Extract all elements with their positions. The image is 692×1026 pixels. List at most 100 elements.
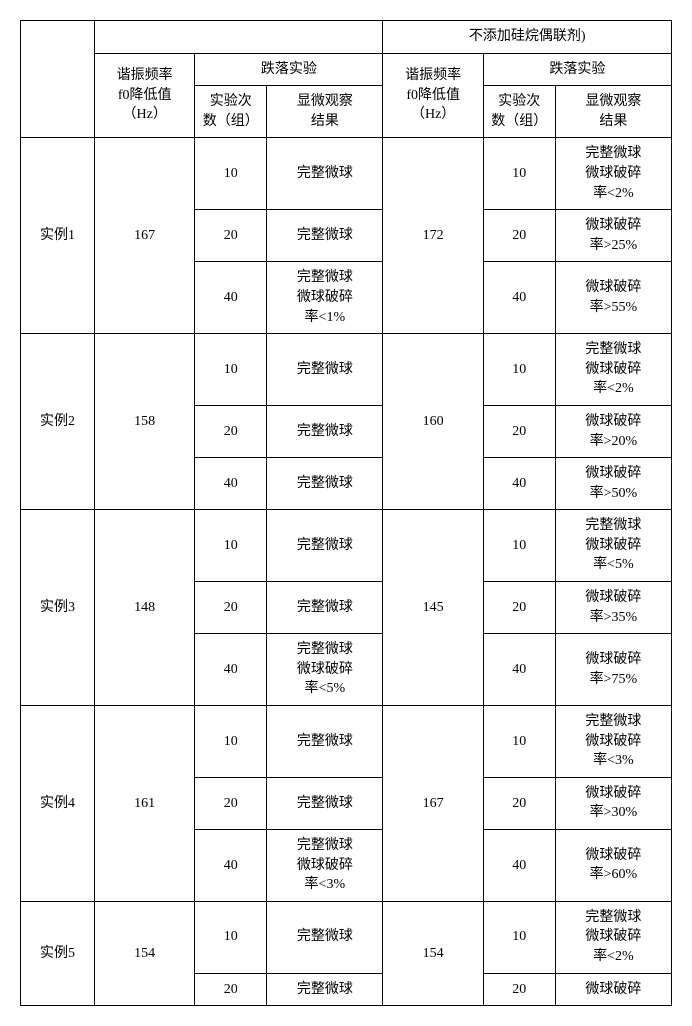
- count-b-value: 10: [483, 138, 555, 210]
- header-freq-a: 谐振频率 f0降低值 （Hz）: [94, 53, 194, 138]
- header-empty: [21, 21, 95, 138]
- header-count-line: 实验次: [498, 94, 540, 109]
- obs-a-value: 完整微球: [267, 777, 383, 829]
- freq-a-value: 148: [94, 510, 194, 706]
- header-group-b-title: 不添加硅烷偶联剂): [383, 21, 672, 54]
- header-freq-b: 谐振频率 f0降低值 （Hz）: [383, 53, 483, 138]
- count-b-value: 10: [483, 510, 555, 582]
- obs-a-value: 完整微球: [267, 510, 383, 582]
- table-row: 实例416110完整微球16710完整微球微球破碎率<3%: [21, 706, 672, 778]
- table-row: 实例116710完整微球17210完整微球微球破碎率<2%: [21, 138, 672, 210]
- header-obs-line: 结果: [311, 114, 339, 129]
- freq-a-value: 161: [94, 706, 194, 902]
- count-a-value: 10: [195, 138, 267, 210]
- header-count-b: 实验次 数（组）: [483, 86, 555, 138]
- count-a-value: 20: [195, 210, 267, 262]
- count-b-value: 10: [483, 334, 555, 406]
- count-a-value: 40: [195, 830, 267, 902]
- row-label: 实例2: [21, 334, 95, 510]
- obs-a-value: 完整微球: [267, 210, 383, 262]
- count-a-value: 10: [195, 901, 267, 973]
- obs-a-value: 完整微球: [267, 582, 383, 634]
- obs-a-value: 完整微球: [267, 706, 383, 778]
- header-obs-line: 结果: [599, 114, 627, 129]
- obs-b-value: 完整微球微球破碎率<3%: [555, 706, 671, 778]
- table-row: 实例515410完整微球15410完整微球微球破碎率<2%: [21, 901, 672, 973]
- experiment-table: 不添加硅烷偶联剂) 谐振频率 f0降低值 （Hz） 跌落实验 谐振频率 f0降低…: [20, 20, 672, 1006]
- count-b-value: 10: [483, 706, 555, 778]
- freq-b-value: 154: [383, 901, 483, 1005]
- count-b-value: 20: [483, 210, 555, 262]
- header-group-a-blank: [94, 21, 382, 54]
- obs-a-value: 完整微球: [267, 973, 383, 1006]
- header-obs-line: 显微观察: [585, 94, 641, 109]
- count-a-value: 20: [195, 582, 267, 634]
- header-obs-a: 显微观察 结果: [267, 86, 383, 138]
- count-a-value: 20: [195, 405, 267, 457]
- header-count-line: 数（组）: [203, 114, 259, 129]
- row-label: 实例1: [21, 138, 95, 334]
- header-obs-line: 显微观察: [297, 94, 353, 109]
- count-a-value: 40: [195, 634, 267, 706]
- freq-b-value: 172: [383, 138, 483, 334]
- count-b-value: 20: [483, 777, 555, 829]
- header-freq-line: f0降低值: [406, 88, 460, 103]
- obs-b-value: 微球破碎率>35%: [555, 582, 671, 634]
- obs-b-value: 微球破碎率>20%: [555, 405, 671, 457]
- obs-a-value: 完整微球: [267, 458, 383, 510]
- header-obs-b: 显微观察 结果: [555, 86, 671, 138]
- obs-b-value: 微球破碎率>50%: [555, 458, 671, 510]
- header-freq-line: 谐振频率: [405, 68, 461, 83]
- count-b-value: 40: [483, 262, 555, 334]
- header-count-line: 数（组）: [491, 114, 547, 129]
- count-b-value: 10: [483, 901, 555, 973]
- obs-b-value: 完整微球微球破碎率<5%: [555, 510, 671, 582]
- obs-b-value: 微球破碎率>60%: [555, 830, 671, 902]
- count-a-value: 40: [195, 458, 267, 510]
- obs-a-value: 完整微球: [267, 334, 383, 406]
- count-a-value: 40: [195, 262, 267, 334]
- header-freq-line: （Hz）: [411, 107, 455, 122]
- obs-b-value: 微球破碎: [555, 973, 671, 1006]
- count-a-value: 10: [195, 334, 267, 406]
- row-label: 实例5: [21, 901, 95, 1005]
- count-b-value: 20: [483, 582, 555, 634]
- header-count-line: 实验次: [210, 94, 252, 109]
- table-row: 实例215810完整微球16010完整微球微球破碎率<2%: [21, 334, 672, 406]
- count-a-value: 20: [195, 777, 267, 829]
- header-drop-test-b: 跌落实验: [483, 53, 671, 86]
- row-label: 实例3: [21, 510, 95, 706]
- freq-b-value: 145: [383, 510, 483, 706]
- obs-b-value: 微球破碎率>75%: [555, 634, 671, 706]
- freq-a-value: 158: [94, 334, 194, 510]
- obs-b-value: 微球破碎率>25%: [555, 210, 671, 262]
- table-header-row: 谐振频率 f0降低值 （Hz） 跌落实验 谐振频率 f0降低值 （Hz） 跌落实…: [21, 53, 672, 86]
- obs-b-value: 微球破碎率>55%: [555, 262, 671, 334]
- obs-b-value: 完整微球微球破碎率<2%: [555, 334, 671, 406]
- count-b-value: 20: [483, 405, 555, 457]
- obs-a-value: 完整微球: [267, 901, 383, 973]
- table-row: 实例314810完整微球14510完整微球微球破碎率<5%: [21, 510, 672, 582]
- header-drop-test-a: 跌落实验: [195, 53, 383, 86]
- freq-b-value: 160: [383, 334, 483, 510]
- freq-a-value: 167: [94, 138, 194, 334]
- header-freq-line: （Hz）: [123, 107, 167, 122]
- table-header-row: 不添加硅烷偶联剂): [21, 21, 672, 54]
- freq-b-value: 167: [383, 706, 483, 902]
- count-a-value: 10: [195, 510, 267, 582]
- count-a-value: 10: [195, 706, 267, 778]
- count-b-value: 40: [483, 458, 555, 510]
- count-b-value: 40: [483, 634, 555, 706]
- freq-a-value: 154: [94, 901, 194, 1005]
- header-count-a: 实验次 数（组）: [195, 86, 267, 138]
- obs-a-value: 完整微球微球破碎率<1%: [267, 262, 383, 334]
- row-label: 实例4: [21, 706, 95, 902]
- count-a-value: 20: [195, 973, 267, 1006]
- header-freq-line: 谐振频率: [117, 68, 173, 83]
- obs-b-value: 微球破碎率>30%: [555, 777, 671, 829]
- obs-b-value: 完整微球微球破碎率<2%: [555, 901, 671, 973]
- count-b-value: 20: [483, 973, 555, 1006]
- obs-a-value: 完整微球: [267, 138, 383, 210]
- obs-b-value: 完整微球微球破碎率<2%: [555, 138, 671, 210]
- obs-a-value: 完整微球微球破碎率<5%: [267, 634, 383, 706]
